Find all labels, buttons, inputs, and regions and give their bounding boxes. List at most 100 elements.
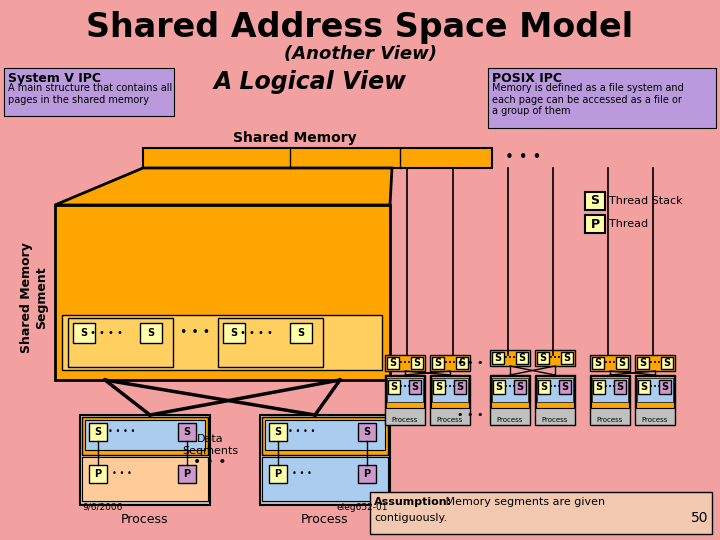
FancyBboxPatch shape bbox=[269, 465, 287, 483]
Text: S: S bbox=[81, 328, 88, 338]
FancyBboxPatch shape bbox=[537, 378, 573, 402]
Text: • • •: • • • bbox=[456, 410, 483, 420]
Text: POSIX IPC: POSIX IPC bbox=[492, 72, 562, 85]
FancyBboxPatch shape bbox=[593, 380, 605, 394]
Text: Process: Process bbox=[301, 513, 348, 526]
Text: • • • •: • • • • bbox=[240, 328, 272, 338]
Text: Process: Process bbox=[392, 417, 418, 423]
Text: • • •: • • • bbox=[456, 358, 483, 368]
Text: 50: 50 bbox=[690, 511, 708, 525]
FancyBboxPatch shape bbox=[638, 380, 650, 394]
Text: contiguously.: contiguously. bbox=[374, 513, 447, 523]
Text: S: S bbox=[413, 358, 420, 368]
Text: P: P bbox=[184, 469, 191, 479]
Text: S: S bbox=[541, 382, 548, 392]
FancyBboxPatch shape bbox=[659, 380, 671, 394]
FancyBboxPatch shape bbox=[265, 420, 385, 450]
Text: S: S bbox=[562, 382, 569, 392]
Text: S: S bbox=[495, 382, 503, 392]
FancyBboxPatch shape bbox=[386, 376, 424, 408]
FancyBboxPatch shape bbox=[62, 315, 382, 370]
Text: S: S bbox=[595, 358, 602, 368]
Text: Thread Stack: Thread Stack bbox=[609, 196, 683, 206]
FancyBboxPatch shape bbox=[430, 375, 470, 425]
Text: • • •: • • • bbox=[505, 151, 541, 165]
FancyBboxPatch shape bbox=[218, 318, 323, 367]
Text: System V IPC: System V IPC bbox=[8, 72, 101, 85]
FancyBboxPatch shape bbox=[358, 465, 376, 483]
Text: S: S bbox=[456, 382, 464, 392]
Text: S: S bbox=[516, 382, 523, 392]
Text: •••: ••• bbox=[649, 360, 661, 366]
FancyBboxPatch shape bbox=[637, 357, 649, 369]
Text: S: S bbox=[274, 427, 282, 437]
FancyBboxPatch shape bbox=[431, 376, 469, 408]
Text: (Another View): (Another View) bbox=[284, 45, 436, 63]
Text: Process: Process bbox=[437, 417, 463, 423]
Text: S: S bbox=[595, 382, 603, 392]
Text: Assumption:: Assumption: bbox=[374, 497, 452, 507]
FancyBboxPatch shape bbox=[456, 357, 468, 369]
FancyBboxPatch shape bbox=[585, 192, 605, 210]
FancyBboxPatch shape bbox=[55, 205, 390, 380]
FancyBboxPatch shape bbox=[385, 355, 425, 371]
Text: •••: ••• bbox=[444, 384, 456, 390]
FancyBboxPatch shape bbox=[260, 415, 390, 505]
Text: •••: ••• bbox=[399, 360, 411, 366]
Text: eleg652-01: eleg652-01 bbox=[336, 503, 388, 512]
FancyBboxPatch shape bbox=[385, 375, 425, 425]
Text: • • • •: • • • • bbox=[89, 328, 122, 338]
Text: S: S bbox=[518, 353, 526, 363]
Text: S: S bbox=[564, 353, 570, 363]
Text: S: S bbox=[390, 358, 397, 368]
Text: •••: ••• bbox=[649, 384, 661, 390]
FancyBboxPatch shape bbox=[592, 357, 604, 369]
Text: S: S bbox=[230, 328, 238, 338]
FancyBboxPatch shape bbox=[178, 423, 196, 441]
FancyBboxPatch shape bbox=[490, 350, 530, 366]
Text: S: S bbox=[616, 382, 624, 392]
FancyBboxPatch shape bbox=[492, 352, 504, 364]
FancyBboxPatch shape bbox=[68, 318, 173, 367]
FancyBboxPatch shape bbox=[636, 376, 674, 408]
FancyBboxPatch shape bbox=[614, 380, 626, 394]
Text: S: S bbox=[364, 427, 371, 437]
FancyBboxPatch shape bbox=[430, 355, 470, 371]
Text: •••: ••• bbox=[604, 360, 616, 366]
FancyBboxPatch shape bbox=[490, 375, 530, 425]
FancyBboxPatch shape bbox=[516, 352, 528, 364]
FancyBboxPatch shape bbox=[85, 420, 205, 450]
FancyBboxPatch shape bbox=[561, 352, 573, 364]
FancyBboxPatch shape bbox=[538, 380, 550, 394]
Text: S: S bbox=[539, 353, 546, 363]
Text: Process: Process bbox=[121, 513, 168, 526]
FancyBboxPatch shape bbox=[491, 376, 529, 408]
FancyBboxPatch shape bbox=[432, 378, 468, 402]
Text: •••: ••• bbox=[444, 360, 456, 366]
Text: Shared Address Space Model: Shared Address Space Model bbox=[86, 11, 634, 44]
FancyBboxPatch shape bbox=[178, 465, 196, 483]
FancyBboxPatch shape bbox=[262, 417, 388, 455]
Text: A main structure that contains all
pages in the shared memory: A main structure that contains all pages… bbox=[8, 83, 172, 105]
Text: S: S bbox=[297, 328, 305, 338]
FancyBboxPatch shape bbox=[223, 323, 245, 343]
FancyBboxPatch shape bbox=[140, 323, 162, 343]
FancyBboxPatch shape bbox=[358, 423, 376, 441]
FancyBboxPatch shape bbox=[89, 465, 107, 483]
Text: S: S bbox=[663, 358, 670, 368]
Text: Shared Memory: Shared Memory bbox=[233, 131, 357, 145]
FancyBboxPatch shape bbox=[432, 357, 444, 369]
Text: S: S bbox=[590, 194, 600, 207]
Text: • • •: • • • bbox=[193, 455, 227, 469]
FancyBboxPatch shape bbox=[290, 323, 312, 343]
Text: S: S bbox=[662, 382, 669, 392]
FancyBboxPatch shape bbox=[592, 378, 628, 402]
FancyBboxPatch shape bbox=[387, 357, 399, 369]
FancyBboxPatch shape bbox=[4, 68, 174, 116]
Text: Thread: Thread bbox=[609, 219, 648, 229]
FancyBboxPatch shape bbox=[536, 376, 574, 408]
FancyBboxPatch shape bbox=[262, 457, 388, 501]
Text: S: S bbox=[618, 358, 626, 368]
FancyBboxPatch shape bbox=[80, 415, 210, 505]
FancyBboxPatch shape bbox=[585, 215, 605, 233]
